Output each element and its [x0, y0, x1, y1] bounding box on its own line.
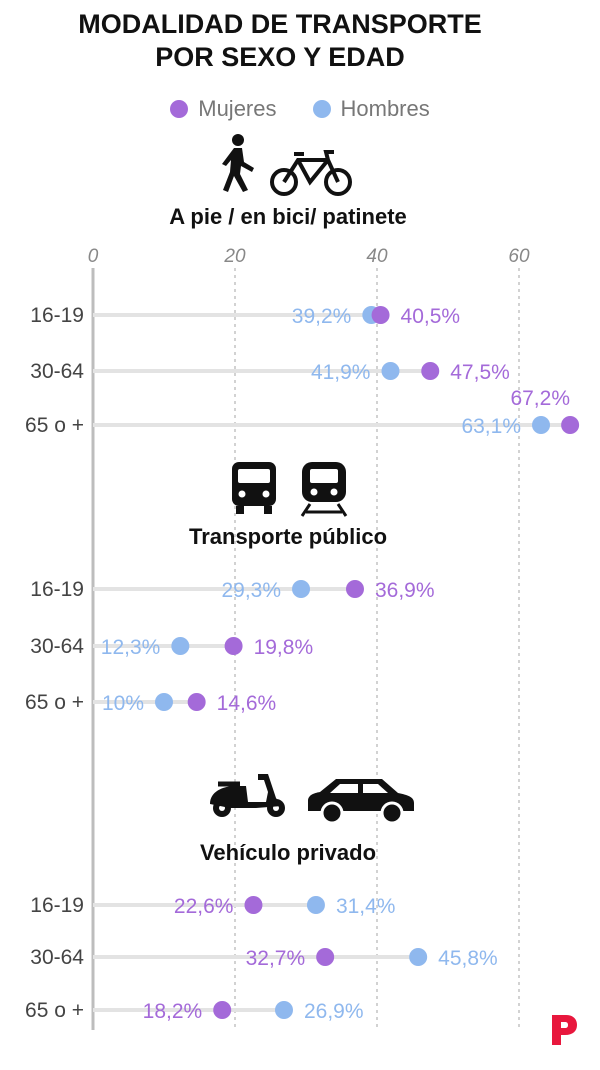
value-label-mujeres: 14,6% — [217, 692, 277, 715]
value-label-hombres: 63,1% — [461, 415, 521, 438]
row-age-label: 16-19 — [30, 304, 84, 327]
bus-icon — [232, 462, 276, 514]
value-label-hombres: 12,3% — [101, 636, 161, 659]
dot-hombres — [306, 896, 325, 914]
dot-mujeres — [187, 693, 206, 711]
dot-hombres — [155, 693, 173, 711]
legend-swatch-hombres — [312, 100, 331, 118]
value-label-mujeres: 36,9% — [375, 579, 435, 602]
chart-title: MODALIDAD DE TRANSPORTE POR SEXO Y EDAD — [0, 8, 560, 74]
walking-person-icon — [222, 134, 254, 192]
dot-hombres — [409, 948, 428, 966]
x-tick-label: 0 — [88, 246, 99, 267]
value-label-mujeres: 22,6% — [174, 895, 234, 918]
dot-hombres — [292, 580, 311, 598]
value-label-hombres: 41,9% — [311, 361, 371, 384]
dot-mujeres — [316, 948, 335, 966]
group-title: Vehículo privado — [200, 840, 376, 865]
value-label-mujeres: 47,5% — [450, 361, 510, 384]
brand-logo — [550, 1013, 578, 1052]
row-age-label: 30-64 — [30, 360, 84, 383]
value-label-mujeres: 32,7% — [246, 947, 306, 970]
row-age-label: 16-19 — [30, 578, 84, 601]
dot-hombres — [381, 362, 400, 380]
row-age-label: 30-64 — [30, 635, 84, 658]
row-age-label: 65 o + — [25, 414, 84, 437]
legend-item-mujeres: Mujeres — [170, 96, 277, 122]
dot-hombres — [274, 1001, 293, 1019]
dot-mujeres — [213, 1001, 232, 1019]
legend: Mujeres Hombres — [0, 96, 600, 122]
legend-swatch-mujeres — [170, 100, 189, 118]
dot-mujeres — [421, 362, 440, 380]
value-label-hombres: 26,9% — [304, 1000, 364, 1023]
dot-mujeres — [371, 306, 390, 324]
value-label-hombres: 10% — [102, 692, 144, 715]
value-label-hombres: 31,4% — [336, 895, 396, 918]
dot-mujeres — [561, 416, 580, 434]
train-icon — [300, 462, 348, 517]
value-label-mujeres: 18,2% — [143, 1000, 203, 1023]
value-label-hombres: 45,8% — [438, 947, 498, 970]
row-age-label: 16-19 — [30, 894, 84, 917]
legend-label-hombres: Hombres — [340, 96, 430, 121]
value-label-mujeres: 19,8% — [254, 636, 314, 659]
car-icon — [308, 779, 414, 825]
row-age-label: 30-64 — [30, 946, 84, 969]
group-title: A pie / en bici/ patinete — [169, 204, 407, 229]
x-tick-label: 40 — [366, 246, 388, 267]
group-title: Transporte público — [189, 524, 387, 549]
value-label-hombres: 39,2% — [292, 305, 352, 328]
dot-mujeres — [224, 637, 243, 655]
row-age-label: 65 o + — [25, 691, 84, 714]
scooter-icon — [210, 774, 285, 817]
bicycle-icon — [270, 150, 352, 196]
dot-hombres — [532, 416, 551, 434]
x-tick-label: 20 — [223, 246, 246, 267]
value-label-mujeres: 67,2% — [510, 387, 570, 410]
value-label-mujeres: 40,5% — [401, 305, 461, 328]
title-line-2: POR SEXO Y EDAD — [155, 42, 405, 72]
x-tick-label: 60 — [508, 246, 530, 267]
row-age-label: 65 o + — [25, 999, 84, 1022]
dot-mujeres — [244, 896, 263, 914]
dot-mujeres — [345, 580, 364, 598]
legend-label-mujeres: Mujeres — [198, 96, 277, 121]
dot-hombres — [171, 637, 190, 655]
title-line-1: MODALIDAD DE TRANSPORTE — [78, 9, 482, 39]
legend-item-hombres: Hombres — [312, 96, 430, 122]
value-label-hombres: 29,3% — [221, 579, 281, 602]
